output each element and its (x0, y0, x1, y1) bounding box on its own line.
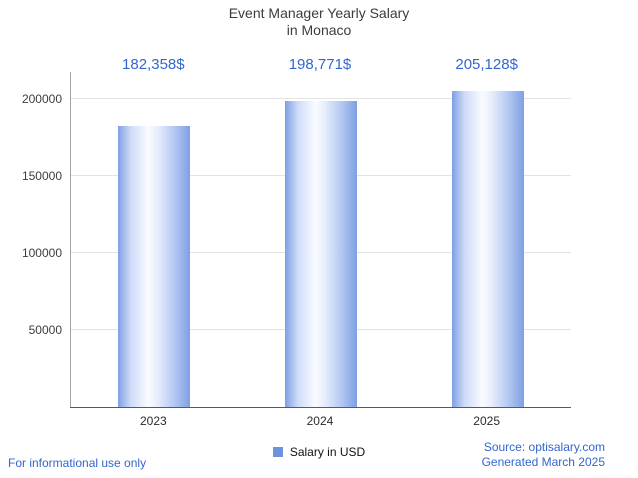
x-axis-label: 2023 (139, 414, 167, 428)
generated-text: Generated March 2025 (481, 455, 605, 469)
source-block: Source: optisalary.com Generated March 2… (482, 440, 605, 470)
gridline (71, 97, 571, 99)
disclaimer-text: For informational use only (8, 456, 147, 470)
bar-2025[interactable] (451, 91, 524, 407)
legend-label: Salary in USD (289, 445, 366, 459)
legend-swatch-icon (272, 447, 283, 457)
bar-value-label: 198,771$ (288, 56, 352, 73)
bar-value-label: 182,358$ (122, 56, 185, 73)
x-axis-label: 2024 (306, 414, 334, 428)
chart-title-line1: Event Manager Yearly Salary (228, 5, 410, 21)
x-axis-label: 2025 (473, 414, 500, 428)
source-link[interactable]: Source: optisalary.com (483, 440, 605, 454)
chart-title-line2: in Monaco (286, 22, 352, 38)
legend: Salary in USD (0, 445, 638, 459)
y-axis-tick-label: 100000 (21, 245, 62, 260)
x-axis-line (70, 407, 571, 408)
plot-area (70, 72, 571, 407)
chart-title: Event Manager Yearly Salary in Monaco (0, 5, 638, 39)
y-axis-tick-label: 150000 (21, 168, 62, 183)
bar-2024[interactable] (285, 100, 357, 407)
y-axis-tick-label: 200000 (21, 91, 62, 106)
bar-2023[interactable] (118, 126, 191, 407)
bar-value-label: 205,128$ (455, 56, 518, 73)
y-axis-tick-label: 50000 (28, 322, 62, 337)
